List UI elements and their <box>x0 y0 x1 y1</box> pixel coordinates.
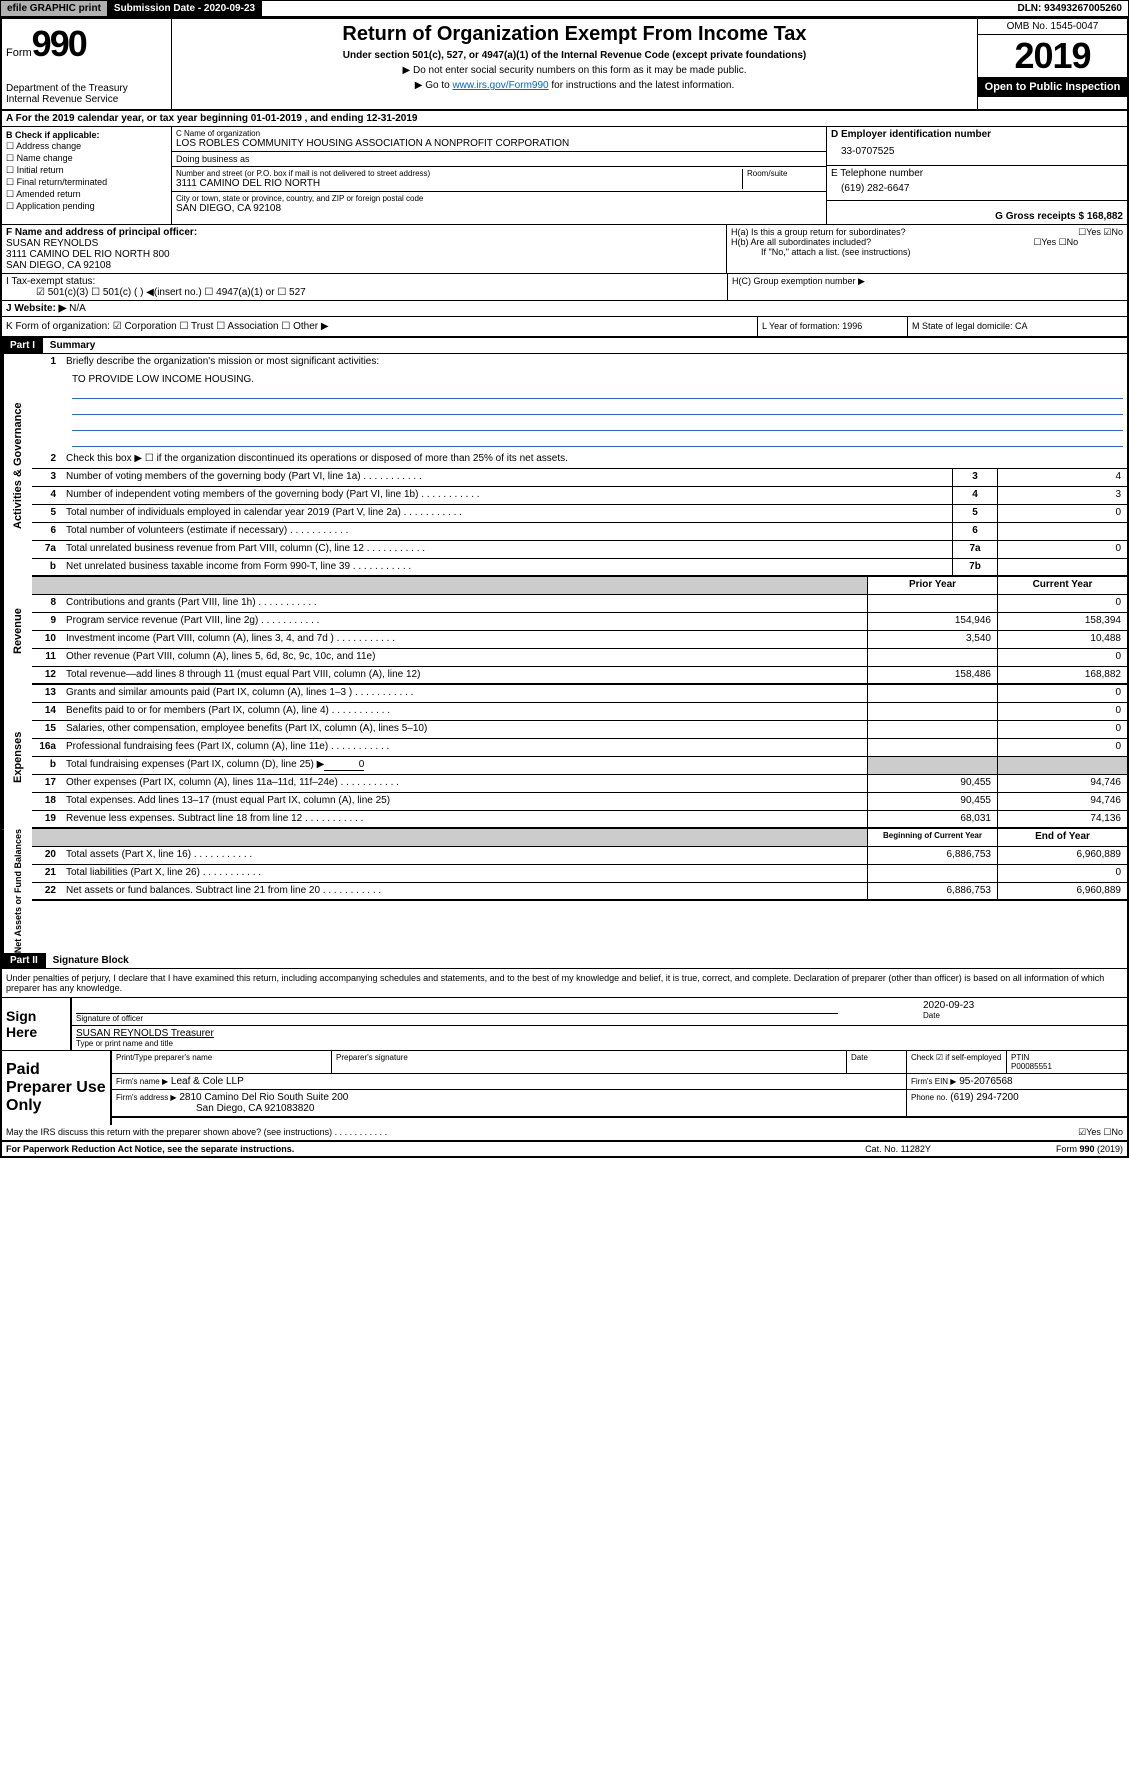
form-number: 990 <box>32 23 86 65</box>
header-left: Form 990 Department of the Treasury Inte… <box>2 19 172 109</box>
phone: (619) 282-6647 <box>831 179 1123 198</box>
note-goto: ▶ Go to www.irs.gov/Form990 for instruct… <box>176 80 973 91</box>
form-container: Form 990 Department of the Treasury Inte… <box>0 17 1129 1158</box>
form-org-row: K Form of organization: ☑ Corporation ☐ … <box>2 317 1127 338</box>
ptin: P00085551 <box>1011 1062 1123 1071</box>
dept-treasury: Department of the Treasury <box>6 83 167 94</box>
top-bar: efile GRAPHIC print Submission Date - 20… <box>0 0 1129 17</box>
firm-name: Leaf & Cole LLP <box>171 1076 244 1087</box>
submission-date: Submission Date - 2020-09-23 <box>108 1 262 16</box>
perjury-statement: Under penalties of perjury, I declare th… <box>2 969 1127 998</box>
irs-link[interactable]: www.irs.gov/Form990 <box>452 80 548 91</box>
state-domicile: M State of legal domicile: CA <box>907 317 1127 336</box>
name-address-col: C Name of organization LOS ROBLES COMMUN… <box>172 127 827 224</box>
officer-row: F Name and address of principal officer:… <box>2 225 1127 274</box>
dept-irs: Internal Revenue Service <box>6 94 167 105</box>
period-row: A For the 2019 calendar year, or tax yea… <box>2 111 1127 127</box>
netassets-section: Net Assets or Fund Balances Beginning of… <box>2 829 1127 953</box>
form-header: Form 990 Department of the Treasury Inte… <box>2 19 1127 111</box>
dln: DLN: 93493267005260 <box>1011 1 1128 16</box>
header-mid: Return of Organization Exempt From Incom… <box>172 19 977 109</box>
discuss-row: May the IRS discuss this return with the… <box>2 1125 1127 1142</box>
check-applicable-col: B Check if applicable: ☐ Address change … <box>2 127 172 224</box>
form-footer: Form 990 (2019) <box>973 1144 1123 1154</box>
year-formation: L Year of formation: 1996 <box>757 317 907 336</box>
note-ssn: ▶ Do not enter social security numbers o… <box>176 65 973 76</box>
org-city: SAN DIEGO, CA 92108 <box>176 203 822 214</box>
firm-ein: 95-2076568 <box>959 1076 1012 1087</box>
footer-row: For Paperwork Reduction Act Notice, see … <box>2 1142 1127 1156</box>
revenue-section: Revenue Prior YearCurrent Year 8Contribu… <box>2 577 1127 685</box>
form-subtitle: Under section 501(c), 527, or 4947(a)(1)… <box>176 50 973 61</box>
officer-name-title: SUSAN REYNOLDS Treasurer <box>76 1028 214 1039</box>
website-row: J Website: ▶ N/A <box>2 301 1127 317</box>
gross-receipts: G Gross receipts $ 168,882 <box>995 211 1123 222</box>
info-grid: B Check if applicable: ☐ Address change … <box>2 127 1127 225</box>
preparer-phone: (619) 294-7200 <box>950 1092 1018 1103</box>
sign-here-row: Sign Here Signature of officer 2020-09-2… <box>2 998 1127 1051</box>
org-name: LOS ROBLES COMMUNITY HOUSING ASSOCIATION… <box>176 138 822 149</box>
form-word: Form <box>6 47 32 59</box>
expenses-section: Expenses 13Grants and similar amounts pa… <box>2 685 1127 829</box>
activities-section: Activities & Governance 1 Briefly descri… <box>2 354 1127 577</box>
tax-status-row: I Tax-exempt status: ☑ 501(c)(3) ☐ 501(c… <box>2 274 1127 301</box>
tax-year: 2019 <box>978 35 1127 77</box>
part1-header: Part I Summary <box>2 338 1127 354</box>
mission-text: TO PROVIDE LOW INCOME HOUSING. <box>72 374 1123 385</box>
form-title: Return of Organization Exempt From Incom… <box>176 23 973 46</box>
header-right: OMB No. 1545-0047 2019 Open to Public In… <box>977 19 1127 109</box>
right-info-col: D Employer identification number 33-0707… <box>827 127 1127 224</box>
part2-header: Part II Signature Block <box>2 953 1127 969</box>
efile-print-button[interactable]: efile GRAPHIC print <box>1 1 108 16</box>
omb-number: OMB No. 1545-0047 <box>978 19 1127 35</box>
ein: 33-0707525 <box>831 140 1123 163</box>
org-address: 3111 CAMINO DEL RIO NORTH <box>176 178 742 189</box>
paid-preparer-section: Paid Preparer Use Only Print/Type prepar… <box>2 1051 1127 1125</box>
officer-name: SUSAN REYNOLDS <box>6 238 722 249</box>
open-public-badge: Open to Public Inspection <box>978 77 1127 97</box>
